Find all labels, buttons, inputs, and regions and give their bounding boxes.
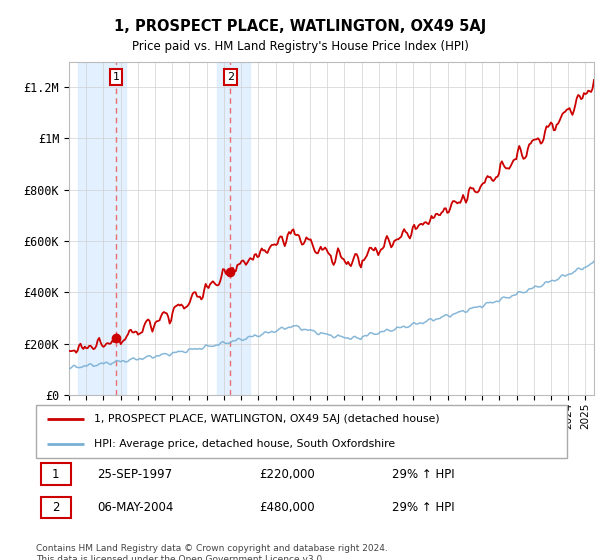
Text: £220,000: £220,000 <box>259 468 315 480</box>
Text: 06-MAY-2004: 06-MAY-2004 <box>97 501 173 514</box>
Text: 1: 1 <box>112 72 119 82</box>
Text: 2: 2 <box>227 72 234 82</box>
Bar <box>77 62 126 395</box>
Bar <box>41 497 71 518</box>
Text: 1, PROSPECT PLACE, WATLINGTON, OX49 5AJ: 1, PROSPECT PLACE, WATLINGTON, OX49 5AJ <box>114 19 486 34</box>
Text: HPI: Average price, detached house, South Oxfordshire: HPI: Average price, detached house, Sout… <box>94 438 395 449</box>
Bar <box>217 62 250 395</box>
Text: 2: 2 <box>52 501 59 514</box>
Text: 25-SEP-1997: 25-SEP-1997 <box>97 468 172 480</box>
Text: 29% ↑ HPI: 29% ↑ HPI <box>392 468 454 480</box>
Bar <box>41 463 71 484</box>
Text: £480,000: £480,000 <box>259 501 314 514</box>
Text: 1, PROSPECT PLACE, WATLINGTON, OX49 5AJ (detached house): 1, PROSPECT PLACE, WATLINGTON, OX49 5AJ … <box>94 414 440 424</box>
Text: 1: 1 <box>52 468 59 480</box>
Text: Price paid vs. HM Land Registry's House Price Index (HPI): Price paid vs. HM Land Registry's House … <box>131 40 469 53</box>
Text: Contains HM Land Registry data © Crown copyright and database right 2024.
This d: Contains HM Land Registry data © Crown c… <box>36 544 388 560</box>
Text: 29% ↑ HPI: 29% ↑ HPI <box>392 501 454 514</box>
